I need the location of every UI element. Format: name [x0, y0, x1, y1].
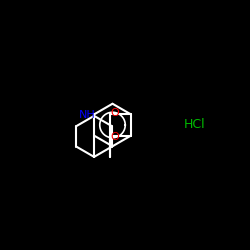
- Text: HCl: HCl: [184, 118, 206, 132]
- Text: O: O: [111, 108, 120, 118]
- Text: NH: NH: [79, 110, 96, 120]
- Text: O: O: [111, 132, 120, 142]
